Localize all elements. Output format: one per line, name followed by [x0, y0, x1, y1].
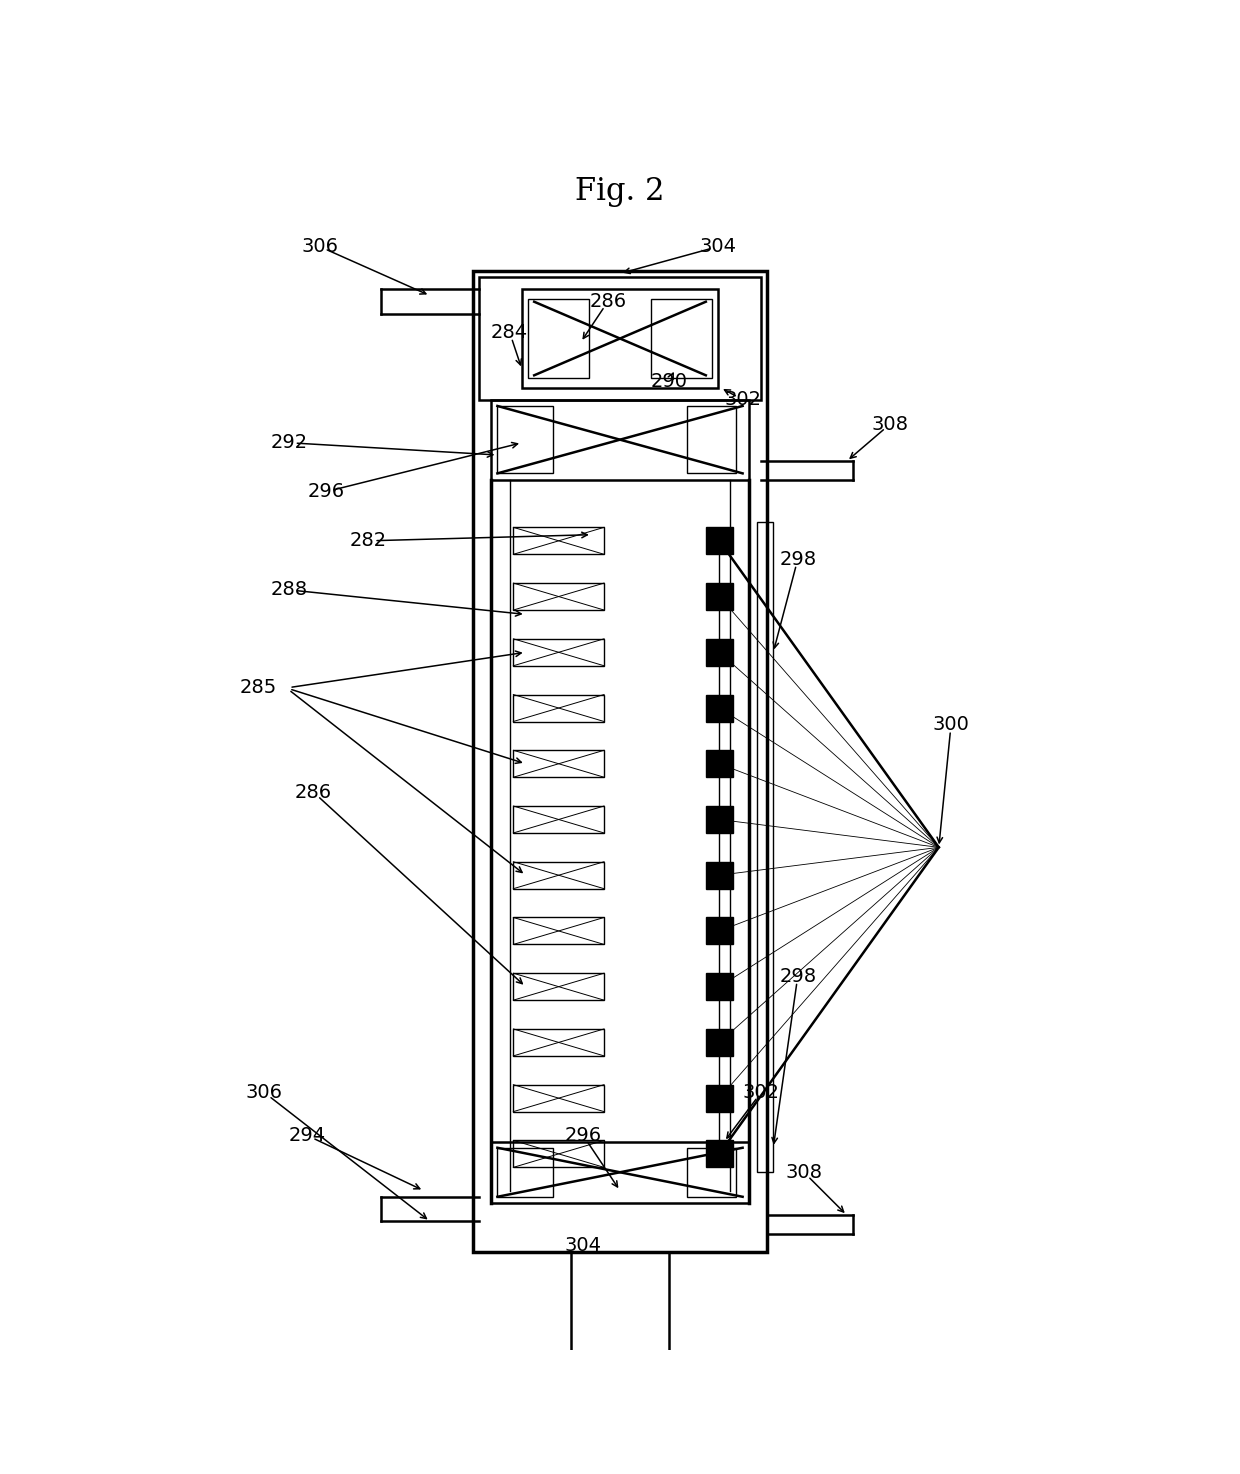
Text: 298: 298 [779, 967, 816, 986]
Text: 292: 292 [270, 433, 308, 453]
Bar [472, 271, 768, 1251]
Bar [513, 862, 604, 889]
Bar [513, 638, 604, 666]
Bar [758, 522, 774, 1172]
Bar [513, 528, 604, 554]
Bar [513, 584, 604, 610]
Bar [570, 1251, 670, 1375]
Text: 306: 306 [246, 1083, 283, 1103]
Bar [706, 862, 733, 889]
Bar [513, 750, 604, 777]
Bar [687, 405, 737, 473]
Bar [706, 584, 733, 610]
Bar [528, 299, 589, 377]
Text: 286: 286 [295, 783, 332, 802]
Bar [706, 638, 733, 666]
Text: 302: 302 [743, 1083, 780, 1103]
Text: Fig. 2: Fig. 2 [575, 175, 665, 206]
Text: 302: 302 [724, 391, 761, 410]
Bar [706, 1085, 733, 1111]
Text: 304: 304 [699, 237, 737, 256]
Bar [513, 806, 604, 833]
Text: 308: 308 [872, 414, 908, 433]
Bar [491, 399, 749, 479]
Text: 308: 308 [785, 1163, 822, 1182]
Bar [651, 299, 712, 377]
Text: 296: 296 [308, 482, 345, 501]
Bar [706, 528, 733, 554]
Bar [706, 973, 733, 1001]
Text: 298: 298 [779, 550, 816, 569]
Bar [706, 917, 733, 945]
Bar [513, 973, 604, 1001]
Bar [513, 1141, 604, 1167]
Bar [706, 1141, 733, 1167]
Text: 304: 304 [564, 1237, 601, 1256]
Bar [513, 694, 604, 721]
Text: 294: 294 [289, 1126, 326, 1145]
Text: 286: 286 [589, 292, 626, 311]
Bar [522, 289, 718, 388]
Bar [497, 1148, 553, 1197]
Bar [491, 1142, 749, 1203]
Bar [513, 1029, 604, 1055]
Text: 300: 300 [932, 715, 970, 734]
Text: 282: 282 [350, 531, 387, 550]
Text: 290: 290 [651, 371, 687, 391]
Text: 284: 284 [491, 323, 528, 342]
Bar [706, 1029, 733, 1055]
Bar [706, 750, 733, 777]
Text: 285: 285 [239, 678, 277, 697]
Bar [706, 694, 733, 721]
Text: 306: 306 [301, 237, 339, 256]
Bar [513, 917, 604, 945]
Bar [497, 405, 553, 473]
Bar [513, 1085, 604, 1111]
Text: 296: 296 [564, 1126, 601, 1145]
Bar [479, 277, 761, 399]
Text: 288: 288 [270, 581, 308, 600]
Bar [706, 806, 733, 833]
Bar [687, 1148, 737, 1197]
